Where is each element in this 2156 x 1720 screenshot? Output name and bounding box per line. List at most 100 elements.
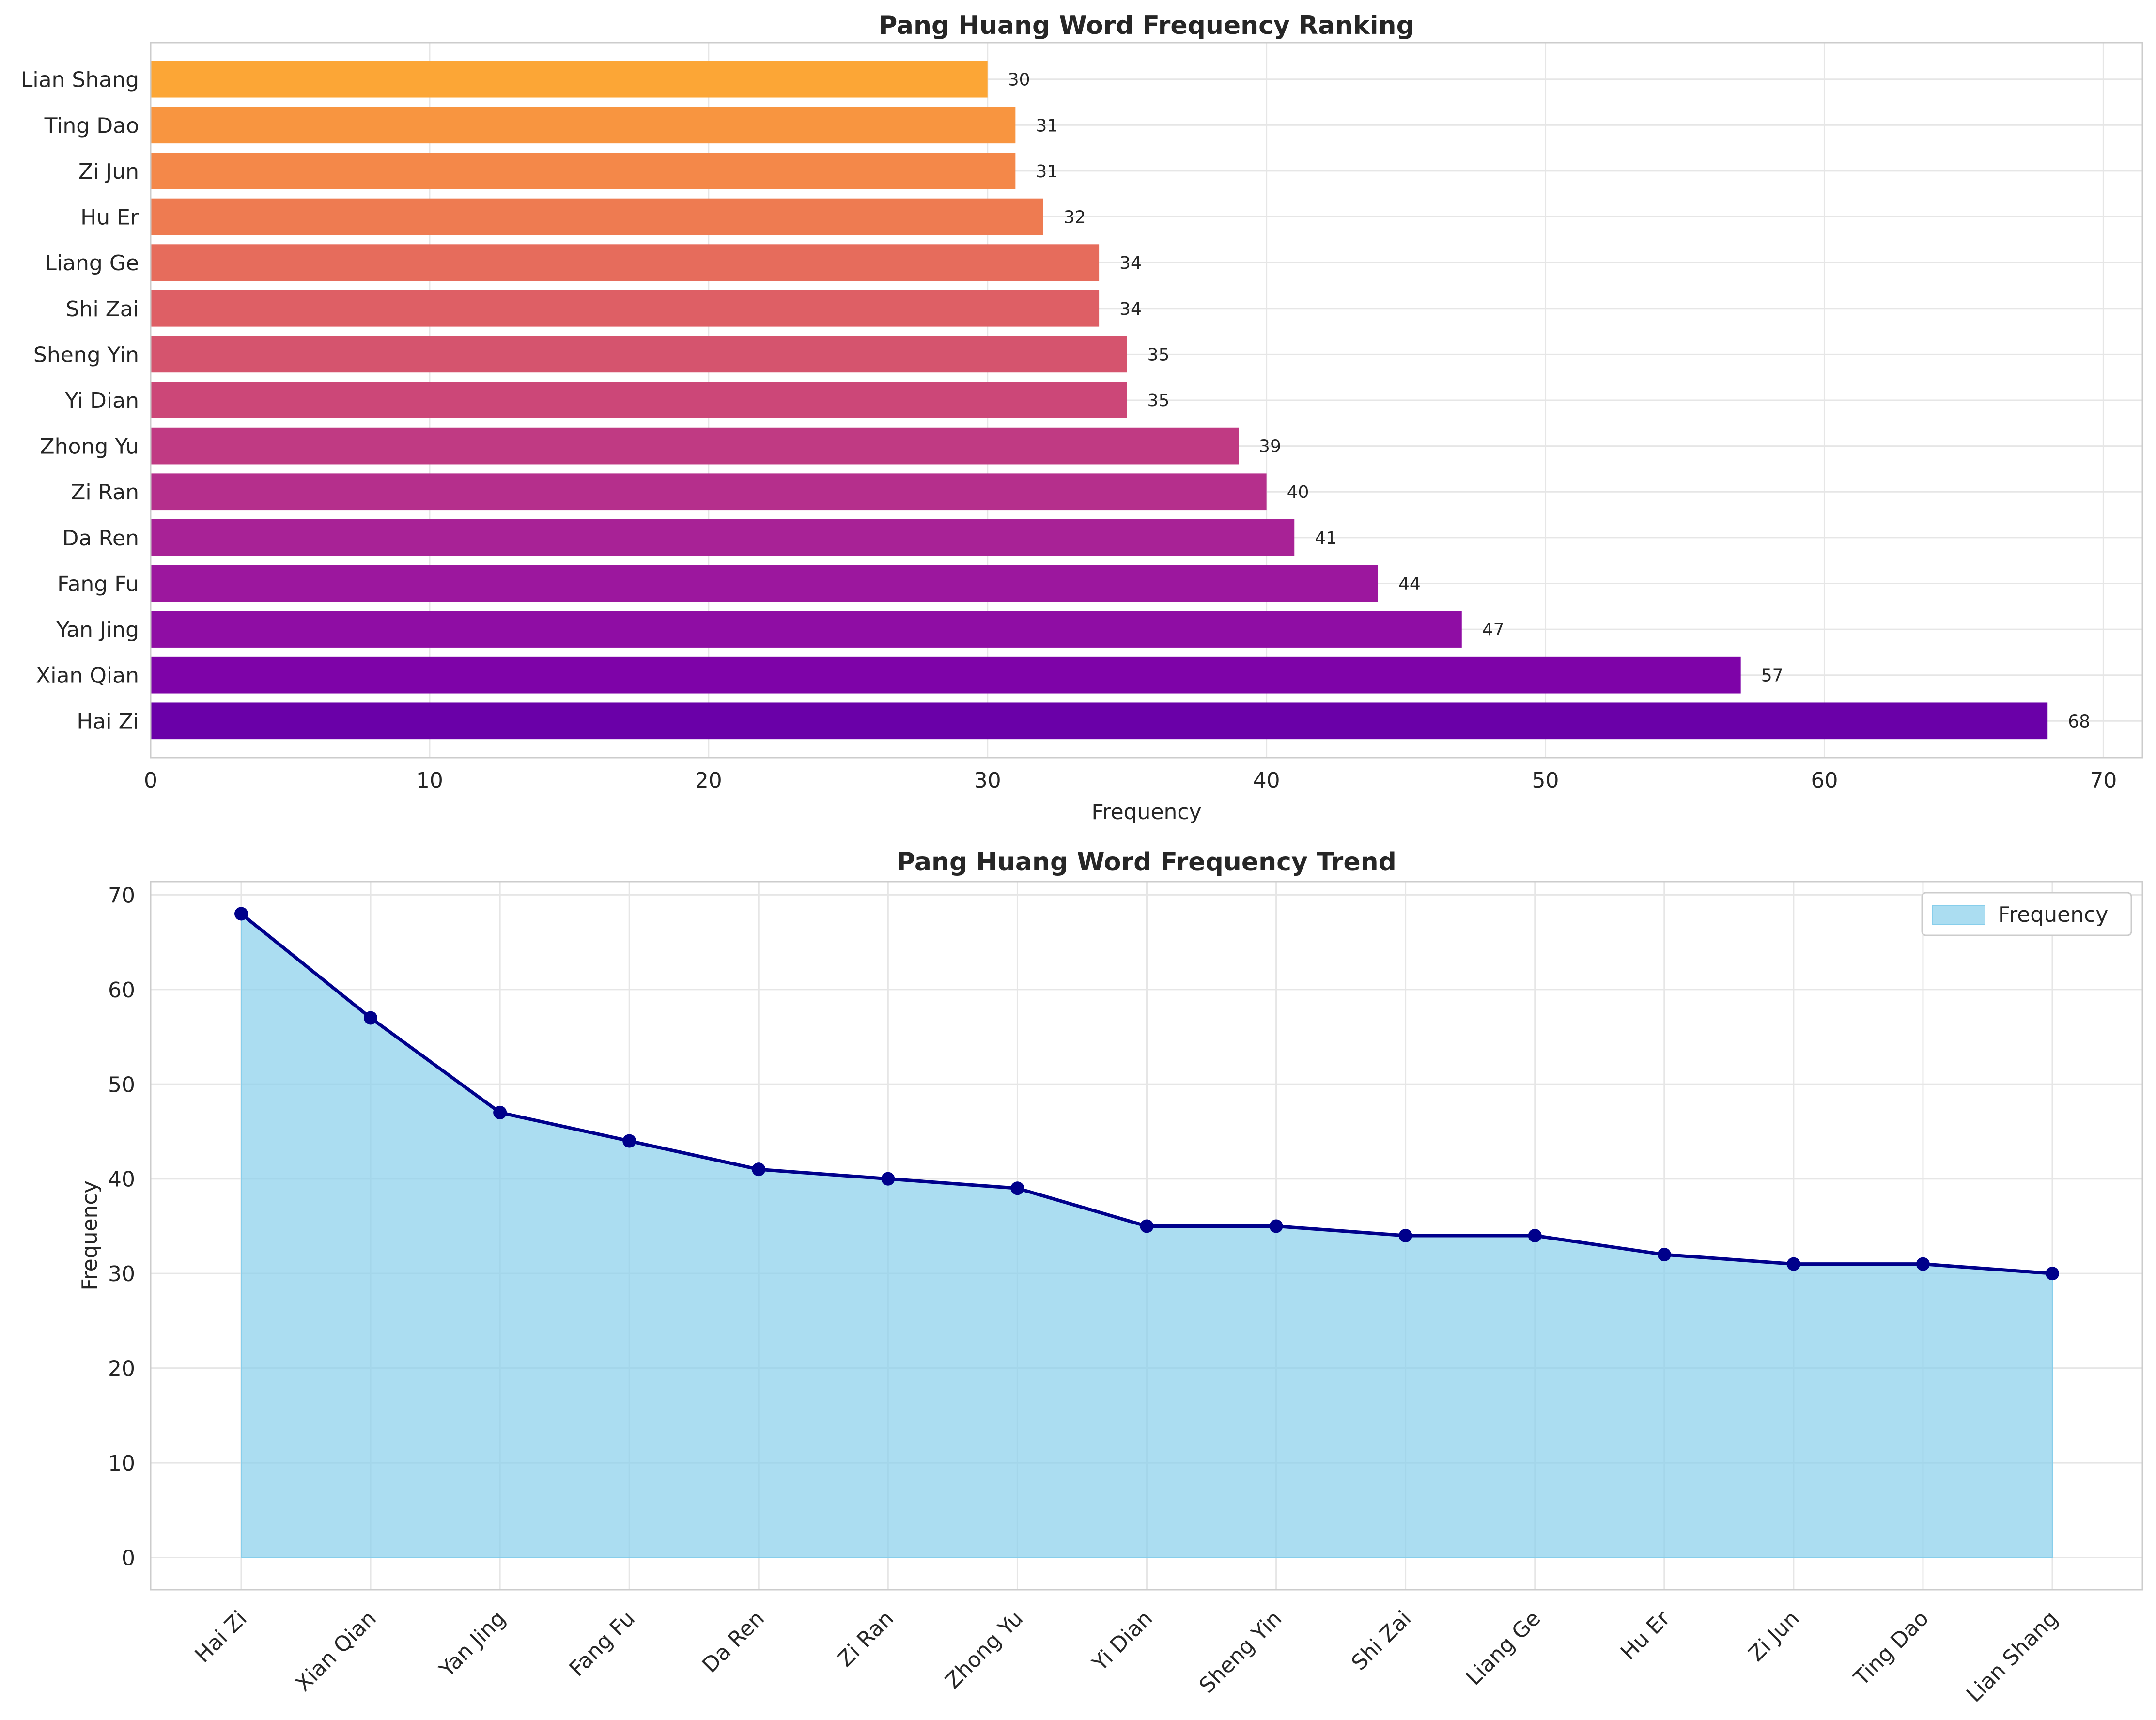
y-tick-label-70: 70 xyxy=(108,883,135,908)
x-tick-label-liang-ge: Liang Ge xyxy=(1461,1606,1546,1690)
point-zi-ran xyxy=(881,1172,895,1186)
x-tick-label-ting-dao: Ting Dao xyxy=(1849,1606,1934,1691)
bar-fang-fu xyxy=(151,565,1379,602)
x-tick-label-yi-dian: Yi Dian xyxy=(1087,1606,1158,1676)
x-tick-label-40: 40 xyxy=(1253,768,1280,793)
value-label-hu-er: 32 xyxy=(1064,208,1086,228)
bar-zi-jun xyxy=(151,153,1016,189)
x-tick-label-xian-qian: Xian Qian xyxy=(291,1606,381,1697)
x-tick-label-da-ren: Da Ren xyxy=(698,1606,769,1678)
y-tick-label-yi-dian: Yi Dian xyxy=(65,388,139,413)
value-label-fang-fu: 44 xyxy=(1398,574,1421,594)
bar-liang-ge xyxy=(151,244,1100,281)
legend-swatch xyxy=(1932,905,1985,925)
point-da-ren xyxy=(752,1162,766,1177)
x-tick-label-lian-shang: Lian Shang xyxy=(1962,1606,2063,1707)
x-tick-label-hai-zi: Hai Zi xyxy=(190,1606,252,1668)
bar-chart-value-labels: 68 57 47 44 41 40 39 35 35 34 34 32 31 31 30 xyxy=(1008,70,2090,732)
x-tick-label-0: 0 xyxy=(144,768,157,793)
point-ting-dao xyxy=(1916,1257,1930,1271)
value-label-sheng-yin: 35 xyxy=(1148,345,1170,365)
y-tick-label-fang-fu: Fang Fu xyxy=(57,572,139,596)
value-label-shi-zai: 34 xyxy=(1119,299,1142,319)
y-tick-label-50: 50 xyxy=(108,1072,135,1097)
bar-xian-qian xyxy=(151,656,1741,694)
bar-chart-x-axis-label: Frequency xyxy=(1091,800,1201,824)
legend-label: Frequency xyxy=(1998,902,2108,927)
value-label-da-ren: 41 xyxy=(1315,528,1337,548)
x-tick-label-10: 10 xyxy=(416,768,443,793)
y-tick-label-shi-zai: Shi Zai xyxy=(66,297,139,322)
x-tick-label-zhong-yu: Zhong Yu xyxy=(941,1606,1028,1694)
x-tick-label-zi-jun: Zi Jun xyxy=(1744,1606,1804,1667)
bar-da-ren xyxy=(151,519,1295,556)
value-label-lian-shang: 30 xyxy=(1008,70,1030,90)
x-tick-label-fang-fu: Fang Fu xyxy=(565,1606,640,1681)
bar-hai-zi xyxy=(151,702,2048,740)
y-tick-label-hai-zi: Hai Zi xyxy=(77,709,139,734)
value-label-yan-jing: 47 xyxy=(1482,620,1505,640)
bar-chart-y-tick-labels: Hai Zi Xian Qian Yan Jing Fang Fu Da Ren Zi R… xyxy=(21,68,140,734)
x-tick-label-hu-er: Hu Er xyxy=(1616,1606,1675,1665)
y-tick-label-liang-ge: Liang Ge xyxy=(45,251,139,276)
value-label-zi-jun: 31 xyxy=(1036,162,1058,182)
bar-chart-bars xyxy=(151,61,2048,740)
y-tick-label-10: 10 xyxy=(108,1451,135,1476)
x-tick-label-50: 50 xyxy=(1532,768,1559,793)
x-tick-label-60: 60 xyxy=(1811,768,1838,793)
y-tick-label-zhong-yu: Zhong Yu xyxy=(40,434,139,459)
value-label-liang-ge: 34 xyxy=(1119,253,1142,273)
bar-zi-ran xyxy=(151,473,1267,511)
x-tick-label-30: 30 xyxy=(974,768,1001,793)
point-lian-shang xyxy=(2046,1267,2059,1281)
point-xian-qian xyxy=(364,1011,378,1025)
y-tick-label-ting-dao: Ting Dao xyxy=(44,113,139,138)
point-yi-dian xyxy=(1140,1219,1154,1233)
y-tick-label-20: 20 xyxy=(108,1357,135,1381)
x-tick-label-20: 20 xyxy=(695,768,722,793)
area-chart-points xyxy=(234,907,2059,1281)
bar-chart-frame xyxy=(150,42,2143,759)
value-label-zi-ran: 40 xyxy=(1287,482,1309,502)
area-chart-legend: Frequency xyxy=(1921,892,2132,936)
bar-hu-er xyxy=(151,198,1043,235)
point-zhong-yu xyxy=(1010,1181,1024,1195)
y-tick-label-40: 40 xyxy=(108,1167,135,1192)
y-tick-label-zi-jun: Zi Jun xyxy=(78,159,139,184)
x-tick-label-zi-ran: Zi Ran xyxy=(833,1606,899,1672)
x-tick-label-shi-zai: Shi Zai xyxy=(1347,1606,1416,1675)
value-label-zhong-yu: 39 xyxy=(1259,437,1281,457)
point-liang-ge xyxy=(1528,1229,1542,1242)
x-tick-label-70: 70 xyxy=(2090,768,2117,793)
x-tick-label-sheng-yin: Sheng Yin xyxy=(1194,1606,1287,1698)
y-tick-label-lian-shang: Lian Shang xyxy=(21,68,139,93)
y-tick-label-0: 0 xyxy=(122,1546,135,1571)
bar-ting-dao xyxy=(151,107,1016,144)
bar-zhong-yu xyxy=(151,427,1239,465)
bar-shi-zai xyxy=(151,290,1100,327)
bar-sheng-yin xyxy=(151,336,1127,373)
value-label-xian-qian: 57 xyxy=(1761,666,1784,686)
point-shi-zai xyxy=(1398,1229,1412,1242)
bar-chart: Pang Huang Word Frequency Ranking 68 57 47… xyxy=(21,11,2143,824)
y-tick-label-yan-jing: Yan Jing xyxy=(56,618,139,642)
y-tick-label-60: 60 xyxy=(108,978,135,1003)
y-tick-label-xian-qian: Xian Qian xyxy=(36,664,139,688)
point-hai-zi xyxy=(234,907,248,921)
point-hu-er xyxy=(1657,1248,1671,1262)
area-chart: Pang Huang Word Frequency Trend 0 10 20 30 4… xyxy=(78,848,2143,1707)
value-label-ting-dao: 31 xyxy=(1036,116,1058,136)
x-tick-label-yan-jing: Yan Jing xyxy=(434,1606,510,1682)
area-chart-title: Pang Huang Word Frequency Trend xyxy=(897,848,1396,877)
bar-yi-dian xyxy=(151,382,1127,418)
point-fang-fu xyxy=(622,1134,636,1148)
bar-chart-title: Pang Huang Word Frequency Ranking xyxy=(879,11,1414,40)
area-chart-frame xyxy=(150,881,2143,1591)
bar-chart-x-tick-labels: 0 10 20 30 40 50 60 70 xyxy=(144,768,2117,793)
y-tick-label-sheng-yin: Sheng Yin xyxy=(33,342,139,367)
area-chart-y-tick-labels: 0 10 20 30 40 50 60 70 xyxy=(108,883,135,1570)
point-sheng-yin xyxy=(1269,1219,1283,1233)
point-zi-jun xyxy=(1786,1257,1800,1271)
y-tick-label-hu-er: Hu Er xyxy=(80,205,140,230)
